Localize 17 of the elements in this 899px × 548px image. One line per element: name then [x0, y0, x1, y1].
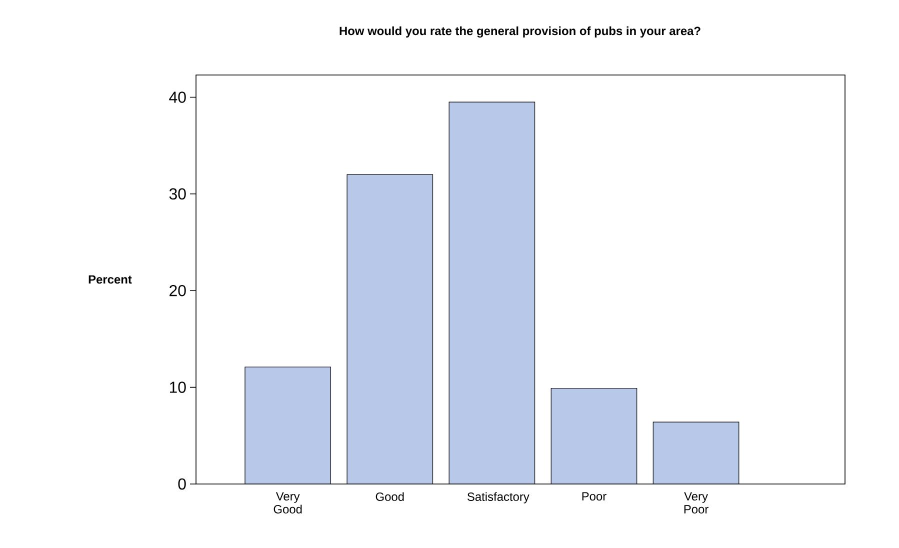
x-tick-label: Satisfactory — [467, 492, 530, 504]
y-tick-label: 0 — [178, 478, 186, 490]
bar — [347, 174, 433, 484]
y-tick-label: 10 — [170, 382, 186, 393]
y-tick-label: 20 — [170, 284, 186, 296]
bar — [449, 102, 535, 484]
y-axis-title: Percent — [88, 275, 132, 284]
x-tick-label: Poor — [582, 492, 606, 501]
y-tick-label: 40 — [169, 92, 186, 103]
x-tick-label: Very Poor — [684, 492, 708, 514]
chart-title: How would you rate the general provision of pubs in your area? — [340, 26, 700, 38]
x-tick-label: Very Good — [274, 492, 302, 514]
bar — [244, 366, 331, 484]
bar — [551, 388, 637, 484]
bar — [652, 422, 740, 484]
y-tick-label: 30 — [169, 188, 186, 200]
x-tick-label: Good — [376, 492, 404, 501]
